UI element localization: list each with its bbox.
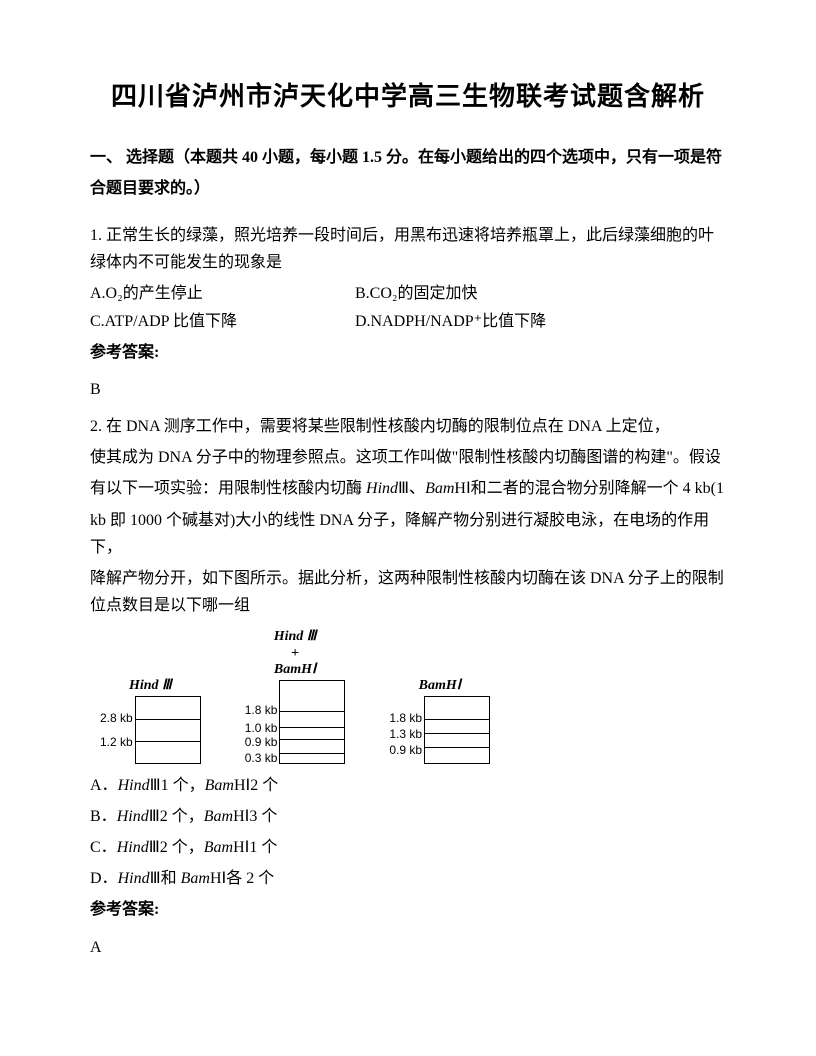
section-header: 一、 选择题（本题共 40 小题，每小题 1.5 分。在每小题给出的四个选项中，…: [90, 143, 726, 204]
gel-lane-1: Hind Ⅲ 2.8 kb 1.2 kb: [100, 678, 201, 764]
gel2-title-plus: +: [291, 646, 299, 661]
q2-line3-c: Ⅲ、: [398, 480, 425, 497]
gel-band: [425, 733, 489, 734]
q2b-3: Ⅲ2 个，: [149, 808, 204, 825]
q2-line5: 降解产物分开，如下图所示。据此分析，这两种限制性核酸内切酶在该 DNA 分子上的…: [90, 565, 726, 619]
gel3-labels: 1.8 kb 1.3 kb 0.9 kb: [389, 696, 424, 764]
q1-answer: B: [90, 376, 726, 403]
q1-options-row2: C.ATP/ADP 比值下降 D.NADPH/NADP⁺比值下降: [90, 308, 726, 335]
gel-band-label: 1.8 kb: [389, 712, 422, 724]
q2c-2: Hind: [117, 839, 149, 856]
gel-diagram: Hind Ⅲ 2.8 kb 1.2 kb Hind Ⅲ + BamHⅠ 1.8 k…: [100, 629, 726, 763]
q2d-1: D．: [90, 870, 118, 887]
q2-option-a: A．HindⅢ1 个，BamHⅠ2 个: [90, 772, 726, 799]
gel-band: [280, 739, 344, 740]
q2d-3: Ⅲ和: [150, 870, 181, 887]
q2c-4: Bam: [204, 839, 233, 856]
q2b-5: HⅠ3 个: [233, 808, 277, 825]
gel2-box: [279, 680, 345, 764]
gel-band: [280, 727, 344, 728]
gel3-lane: 1.8 kb 1.3 kb 0.9 kb: [389, 696, 490, 764]
q2-line4: kb 即 1000 个碱基对)大小的线性 DNA 分子，降解产物分别进行凝胶电泳…: [90, 507, 726, 561]
gel-band: [425, 719, 489, 720]
q2d-4: Bam: [181, 870, 210, 887]
q2-option-b: B．HindⅢ2 个，BamHⅠ3 个: [90, 803, 726, 830]
q2-line3-b: Hind: [366, 480, 398, 497]
q2-line1: 2. 在 DNA 测序工作中，需要将某些限制性核酸内切酶的限制位点在 DNA 上…: [90, 413, 726, 440]
gel2-lane: 1.8 kb 1.0 kb 0.9 kb 0.3 kb: [245, 680, 346, 764]
q2-line3-a: 有以下一项实验：用限制性核酸内切酶: [90, 480, 366, 497]
gel2-title: Hind Ⅲ + BamHⅠ: [274, 629, 317, 677]
gel2-title-b: BamHⅠ: [274, 662, 316, 677]
q2a-2: Hind: [118, 777, 150, 794]
gel-band: [280, 753, 344, 754]
q2c-3: Ⅲ2 个，: [149, 839, 204, 856]
q1-options-row1: A.O₂的产生停止 B.CO₂的固定加快: [90, 280, 726, 307]
gel-band: [425, 747, 489, 748]
q2b-1: B．: [90, 808, 117, 825]
gel-lane-2: Hind Ⅲ + BamHⅠ 1.8 kb 1.0 kb 0.9 kb 0.3 kb: [245, 629, 346, 763]
gel-band: [280, 711, 344, 712]
question-2: 2. 在 DNA 测序工作中，需要将某些限制性核酸内切酶的限制位点在 DNA 上…: [90, 413, 726, 961]
gel1-lane: 2.8 kb 1.2 kb: [100, 696, 201, 764]
q2c-5: HⅠ1 个: [233, 839, 277, 856]
q1-answer-label: 参考答案:: [90, 339, 726, 366]
q2a-4: Bam: [205, 777, 234, 794]
q2-answer: A: [90, 934, 726, 961]
question-1: 1. 正常生长的绿藻，照光培养一段时间后，用黑布迅速将培养瓶罩上，此后绿藻细胞的…: [90, 222, 726, 403]
q2a-5: HⅠ2 个: [234, 777, 278, 794]
q2-line2: 使其成为 DNA 分子中的物理参照点。这项工作叫做"限制性核酸内切酶图谱的构建"…: [90, 444, 726, 471]
gel3-title: BamHⅠ: [419, 678, 461, 694]
q2d-2: Hind: [118, 870, 150, 887]
q2-line3: 有以下一项实验：用限制性核酸内切酶 HindⅢ、BamHⅠ和二者的混合物分别降解…: [90, 475, 726, 502]
gel1-labels: 2.8 kb 1.2 kb: [100, 696, 135, 764]
gel-band-label: 1.8 kb: [245, 704, 278, 716]
gel-lane-3: BamHⅠ 1.8 kb 1.3 kb 0.9 kb: [389, 678, 490, 764]
q2a-3: Ⅲ1 个，: [150, 777, 205, 794]
q2d-5: HⅠ各 2 个: [210, 870, 274, 887]
q2b-2: Hind: [117, 808, 149, 825]
q2a-1: A．: [90, 777, 118, 794]
gel2-labels: 1.8 kb 1.0 kb 0.9 kb 0.3 kb: [245, 680, 280, 764]
gel-band-label: 0.9 kb: [389, 744, 422, 756]
q2-answer-label: 参考答案:: [90, 896, 726, 923]
q1-option-b: B.CO₂的固定加快: [355, 280, 477, 307]
gel1-box: [135, 696, 201, 764]
gel-band-label: 0.9 kb: [245, 736, 278, 748]
q1-option-a: A.O₂的产生停止: [90, 280, 355, 307]
q2c-1: C．: [90, 839, 117, 856]
gel-band-label: 0.3 kb: [245, 752, 278, 764]
q2-line3-e: HⅠ和二者的混合物分别降解一个 4 kb(1: [454, 480, 724, 497]
q2-line3-d: Bam: [425, 480, 454, 497]
gel-band-label: 1.3 kb: [389, 728, 422, 740]
gel-band: [136, 741, 200, 742]
page-title: 四川省泸州市泸天化中学高三生物联考试题含解析: [90, 75, 726, 119]
gel-band-label: 2.8 kb: [100, 712, 133, 724]
gel1-title: Hind Ⅲ: [129, 678, 172, 694]
q1-stem: 1. 正常生长的绿藻，照光培养一段时间后，用黑布迅速将培养瓶罩上，此后绿藻细胞的…: [90, 222, 726, 276]
gel-band: [136, 719, 200, 720]
gel-band-label: 1.2 kb: [100, 736, 133, 748]
q2-option-d: D．HindⅢ和 BamHⅠ各 2 个: [90, 865, 726, 892]
q2-option-c: C．HindⅢ2 个，BamHⅠ1 个: [90, 834, 726, 861]
gel3-box: [424, 696, 490, 764]
q1-option-d: D.NADPH/NADP⁺比值下降: [355, 308, 546, 335]
q2b-4: Bam: [204, 808, 233, 825]
q1-option-c: C.ATP/ADP 比值下降: [90, 308, 355, 335]
gel2-title-a: Hind Ⅲ: [274, 629, 317, 644]
gel-band-label: 1.0 kb: [245, 722, 278, 734]
